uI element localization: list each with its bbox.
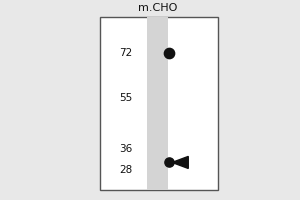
- Text: 55: 55: [119, 93, 132, 103]
- Text: 36: 36: [119, 144, 132, 154]
- Text: 28: 28: [119, 165, 132, 175]
- Text: m.CHO: m.CHO: [138, 3, 177, 13]
- Polygon shape: [172, 156, 188, 168]
- Point: [166, 161, 171, 164]
- Point: [167, 51, 172, 54]
- Text: 72: 72: [119, 48, 132, 58]
- Bar: [147, 17, 168, 190]
- Bar: [100, 17, 218, 190]
